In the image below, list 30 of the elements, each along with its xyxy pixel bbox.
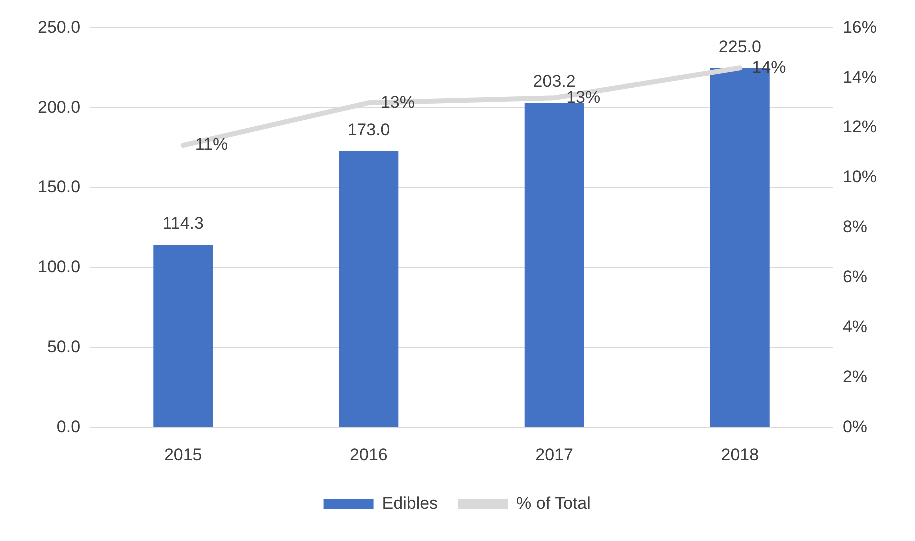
- y-tick-label: 100.0: [38, 258, 81, 277]
- data-label: 14%: [752, 58, 786, 77]
- bar: [339, 151, 399, 428]
- data-label: 13%: [380, 92, 415, 112]
- y2-tick-label: 16%: [842, 18, 878, 37]
- y-tick-label: 250.0: [38, 18, 81, 37]
- data-label: 173.0: [348, 120, 390, 140]
- y-tick-label: 200.0: [38, 98, 81, 117]
- y2-tick-label: 12%: [842, 118, 878, 137]
- data-label: 114.3: [162, 214, 204, 234]
- y2-tick-label: 14%: [842, 68, 878, 87]
- y-tick-label: 0.0: [56, 417, 81, 436]
- x-tick-label: 2015: [164, 445, 202, 464]
- bar: [154, 244, 214, 428]
- y-tick-label: 50.0: [47, 337, 81, 356]
- y2-tick-label: 2%: [842, 367, 868, 386]
- y2-tick-label: 8%: [842, 218, 868, 237]
- x-tick-label: 2018: [721, 445, 760, 464]
- data-label: 225.0: [718, 37, 762, 56]
- y2-tick-label: 0%: [842, 417, 868, 436]
- y2-tick-label: 6%: [842, 268, 868, 287]
- y-tick-label: 150.0: [38, 178, 81, 197]
- legend-label: % of Total: [516, 494, 591, 514]
- data-label: 11%: [195, 135, 228, 154]
- x-tick-label: 2017: [536, 445, 574, 464]
- bar: [524, 102, 584, 428]
- legend-label: Edibles: [382, 494, 438, 514]
- y2-tick-label: 10%: [842, 168, 878, 187]
- x-tick-label: 2016: [350, 445, 388, 464]
- y2-tick-label: 4%: [842, 317, 868, 336]
